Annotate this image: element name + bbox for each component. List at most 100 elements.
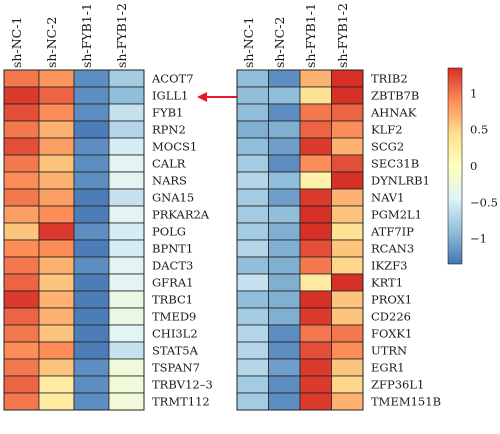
heatmap-right-row-labels: TRIB2 ZBTB7B AHNAK KLF2 SCG2 SEC31B DYNLRB1 NAV… bbox=[370, 72, 441, 409]
heatmap-cell bbox=[236, 154, 269, 173]
row-label: PROX1 bbox=[371, 293, 412, 307]
heatmap-cell bbox=[3, 324, 40, 343]
heatmap-cell bbox=[268, 358, 301, 377]
heatmap-left-frame bbox=[3, 69, 145, 411]
heatmap-cell bbox=[236, 86, 269, 105]
heatmap-cell bbox=[73, 290, 110, 309]
heatmap-cell bbox=[299, 69, 332, 88]
colorbar: 1 0.5 0 −0.5 −1 bbox=[447, 67, 498, 265]
row-label: KLF2 bbox=[371, 123, 403, 137]
heatmap-cell bbox=[108, 239, 145, 258]
heatmap-cell bbox=[299, 222, 332, 241]
row-label: TRIB2 bbox=[371, 72, 408, 86]
colorbar-tick-label: 1 bbox=[470, 86, 477, 100]
heatmap-cell bbox=[38, 290, 75, 309]
heatmap-left-cells bbox=[3, 69, 145, 411]
heatmap-cell bbox=[108, 103, 145, 122]
heatmap-cell bbox=[108, 273, 145, 292]
colorbar-tick-label: 0 bbox=[470, 159, 477, 173]
heatmap-cell bbox=[38, 324, 75, 343]
row-label: ZBTB7B bbox=[371, 89, 419, 103]
heatmap-cell bbox=[268, 290, 301, 309]
heatmap-cell bbox=[268, 69, 301, 88]
heatmap-cell bbox=[268, 324, 301, 343]
heatmap-cell bbox=[38, 341, 75, 360]
heatmap-cell bbox=[299, 103, 332, 122]
heatmap-cell bbox=[3, 239, 40, 258]
heatmap-cell bbox=[3, 290, 40, 309]
heatmap-cell bbox=[236, 222, 269, 241]
heatmap-cell bbox=[38, 392, 75, 411]
heatmap-cell bbox=[73, 154, 110, 173]
heatmap-cell bbox=[331, 171, 364, 190]
row-label: RPN2 bbox=[152, 123, 186, 137]
heatmap-cell bbox=[268, 137, 301, 156]
heatmap-cell bbox=[108, 69, 145, 88]
heatmap-cell bbox=[331, 324, 364, 343]
heatmap-cell bbox=[73, 273, 110, 292]
highlight-arrow bbox=[197, 92, 238, 102]
heatmap-cell bbox=[73, 103, 110, 122]
row-label: NAV1 bbox=[371, 191, 404, 205]
column-label: sh-NC-2 bbox=[44, 17, 59, 68]
heatmap-cell bbox=[3, 120, 40, 139]
heatmap-cell bbox=[268, 392, 301, 411]
row-label: SCG2 bbox=[371, 140, 404, 154]
heatmap-cell bbox=[236, 137, 269, 156]
heatmap-cell bbox=[38, 273, 75, 292]
heatmap-cell bbox=[108, 222, 145, 241]
row-label: ATF7IP bbox=[370, 225, 414, 239]
heatmap-cell bbox=[236, 341, 269, 360]
heatmap-cell bbox=[38, 171, 75, 190]
heatmap-cell bbox=[108, 120, 145, 139]
heatmap-cell bbox=[299, 256, 332, 275]
heatmap-cell bbox=[108, 358, 145, 377]
heatmap-cell bbox=[299, 375, 332, 394]
heatmap-cell bbox=[3, 341, 40, 360]
row-label: STAT5A bbox=[152, 344, 199, 358]
heatmap-cell bbox=[3, 358, 40, 377]
heatmap-cell bbox=[236, 392, 269, 411]
row-label: PRKAR2A bbox=[152, 208, 210, 222]
heatmap-cell bbox=[38, 120, 75, 139]
heatmap-cell bbox=[299, 307, 332, 326]
heatmap-cell bbox=[299, 324, 332, 343]
heatmap-cell bbox=[73, 358, 110, 377]
heatmap-cell bbox=[268, 86, 301, 105]
row-label: IKZF3 bbox=[371, 259, 407, 273]
heatmap-cell bbox=[299, 171, 332, 190]
heatmap-cell bbox=[331, 239, 364, 258]
heatmap-cell bbox=[38, 154, 75, 173]
heatmap-cell bbox=[268, 154, 301, 173]
heatmap-cell bbox=[331, 273, 364, 292]
heatmap-cell bbox=[299, 392, 332, 411]
heatmap-cell bbox=[268, 307, 301, 326]
heatmap-cell bbox=[236, 120, 269, 139]
heatmap-cell bbox=[236, 273, 269, 292]
heatmap-cell bbox=[73, 375, 110, 394]
heatmap-cell bbox=[108, 86, 145, 105]
heatmap-cell bbox=[331, 86, 364, 105]
heatmap-cell bbox=[268, 103, 301, 122]
row-label: FOXK1 bbox=[371, 327, 412, 341]
heatmap-cell bbox=[73, 120, 110, 139]
heatmap-cell bbox=[268, 120, 301, 139]
colorbar-tick-label: −0.5 bbox=[470, 195, 498, 209]
row-label: GFRA1 bbox=[152, 276, 193, 290]
heatmap-cell bbox=[73, 69, 110, 88]
heatmap-cell bbox=[3, 188, 40, 207]
heatmap-cell bbox=[268, 222, 301, 241]
colorbar-tick-label: 0.5 bbox=[470, 123, 488, 137]
heatmap-cell bbox=[73, 324, 110, 343]
heatmap-cell bbox=[236, 103, 269, 122]
heatmap-right-cells bbox=[236, 69, 364, 411]
row-label: TRBC1 bbox=[152, 293, 193, 307]
heatmap-cell bbox=[236, 171, 269, 190]
row-label: NARS bbox=[152, 174, 187, 188]
row-label: SEC31B bbox=[371, 157, 419, 171]
row-label: GNA15 bbox=[152, 191, 194, 205]
heatmap-left: sh-NC-1 sh-NC-2 sh-FYB1-1 sh-FYB1-2 ACOT… bbox=[3, 3, 238, 411]
heatmap-cell bbox=[3, 307, 40, 326]
row-label: KRT1 bbox=[371, 276, 403, 290]
heatmap-cell bbox=[108, 307, 145, 326]
